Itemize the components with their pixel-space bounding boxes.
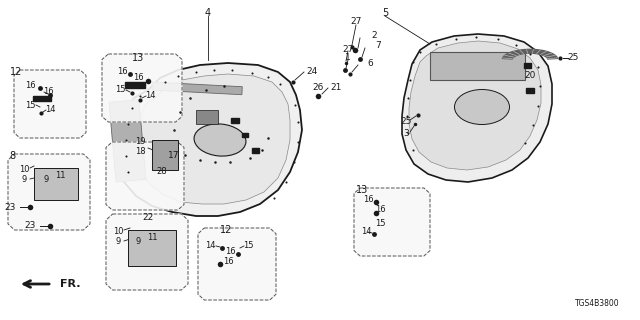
Bar (152, 82, 243, 95)
Polygon shape (116, 63, 302, 216)
Text: 14: 14 (145, 92, 156, 100)
Bar (109, 100, 146, 182)
Bar (231, 117, 239, 123)
Text: 16: 16 (132, 74, 143, 83)
Text: 14: 14 (361, 228, 371, 236)
Text: 15: 15 (375, 219, 385, 228)
Text: 21: 21 (330, 84, 342, 92)
Text: 14: 14 (45, 106, 55, 115)
Text: 13: 13 (356, 185, 368, 195)
Bar (196, 110, 218, 124)
Bar (125, 82, 145, 88)
Text: 12: 12 (10, 67, 22, 77)
Text: 27: 27 (350, 18, 362, 27)
Polygon shape (8, 154, 90, 230)
Text: 2: 2 (371, 30, 377, 39)
Ellipse shape (454, 90, 509, 124)
Text: 1: 1 (345, 53, 351, 62)
Text: 16: 16 (225, 247, 236, 257)
Text: 26: 26 (312, 84, 324, 92)
Text: 5: 5 (382, 8, 388, 18)
Text: TGS4B3800: TGS4B3800 (575, 299, 620, 308)
Text: 23: 23 (4, 204, 16, 212)
Polygon shape (102, 54, 182, 122)
Polygon shape (409, 41, 541, 170)
Text: 10: 10 (19, 165, 29, 174)
Bar (34, 168, 78, 200)
Polygon shape (14, 70, 86, 138)
Text: 27: 27 (342, 44, 354, 53)
Bar (430, 52, 525, 80)
Text: 16: 16 (223, 258, 234, 267)
Text: 16: 16 (25, 82, 35, 91)
Bar (128, 230, 176, 266)
Bar (252, 148, 259, 153)
Polygon shape (136, 74, 290, 204)
Text: 4: 4 (205, 8, 211, 18)
Text: 14: 14 (205, 242, 215, 251)
Text: 9: 9 (115, 237, 120, 246)
Text: 24: 24 (307, 68, 317, 76)
Text: 13: 13 (132, 53, 144, 63)
Text: 16: 16 (363, 196, 373, 204)
Text: 9: 9 (44, 175, 49, 185)
Ellipse shape (194, 124, 246, 156)
Text: 9: 9 (136, 237, 141, 246)
Bar (526, 87, 534, 92)
Polygon shape (402, 34, 552, 182)
Polygon shape (106, 142, 184, 210)
Text: 15: 15 (115, 85, 125, 94)
Bar (152, 140, 178, 170)
Text: 7: 7 (375, 42, 381, 51)
Text: 10: 10 (113, 228, 124, 236)
Text: 16: 16 (43, 87, 53, 97)
Text: 17: 17 (168, 151, 180, 161)
Text: 12: 12 (220, 225, 232, 235)
Text: FR.: FR. (60, 279, 81, 289)
Bar (524, 62, 531, 68)
Text: 6: 6 (367, 60, 373, 68)
Text: 11: 11 (147, 234, 157, 243)
Text: 28: 28 (157, 167, 167, 177)
Text: 11: 11 (55, 172, 65, 180)
Text: 8: 8 (9, 151, 15, 161)
Text: 15: 15 (25, 101, 35, 110)
Text: 18: 18 (134, 148, 145, 156)
Bar (33, 95, 51, 100)
Text: 3: 3 (403, 130, 409, 139)
Text: 22: 22 (142, 213, 154, 222)
Text: 9: 9 (21, 175, 27, 185)
Polygon shape (106, 214, 188, 290)
Text: 25: 25 (567, 53, 579, 62)
Polygon shape (198, 228, 276, 300)
Text: 20: 20 (524, 71, 536, 81)
Text: 16: 16 (374, 205, 385, 214)
Bar (242, 133, 248, 137)
Text: 23: 23 (24, 221, 36, 230)
Text: 16: 16 (116, 68, 127, 76)
Polygon shape (354, 188, 430, 256)
Text: 19: 19 (135, 138, 145, 147)
Text: 15: 15 (243, 242, 253, 251)
Text: 25: 25 (400, 117, 412, 126)
Polygon shape (502, 49, 557, 59)
